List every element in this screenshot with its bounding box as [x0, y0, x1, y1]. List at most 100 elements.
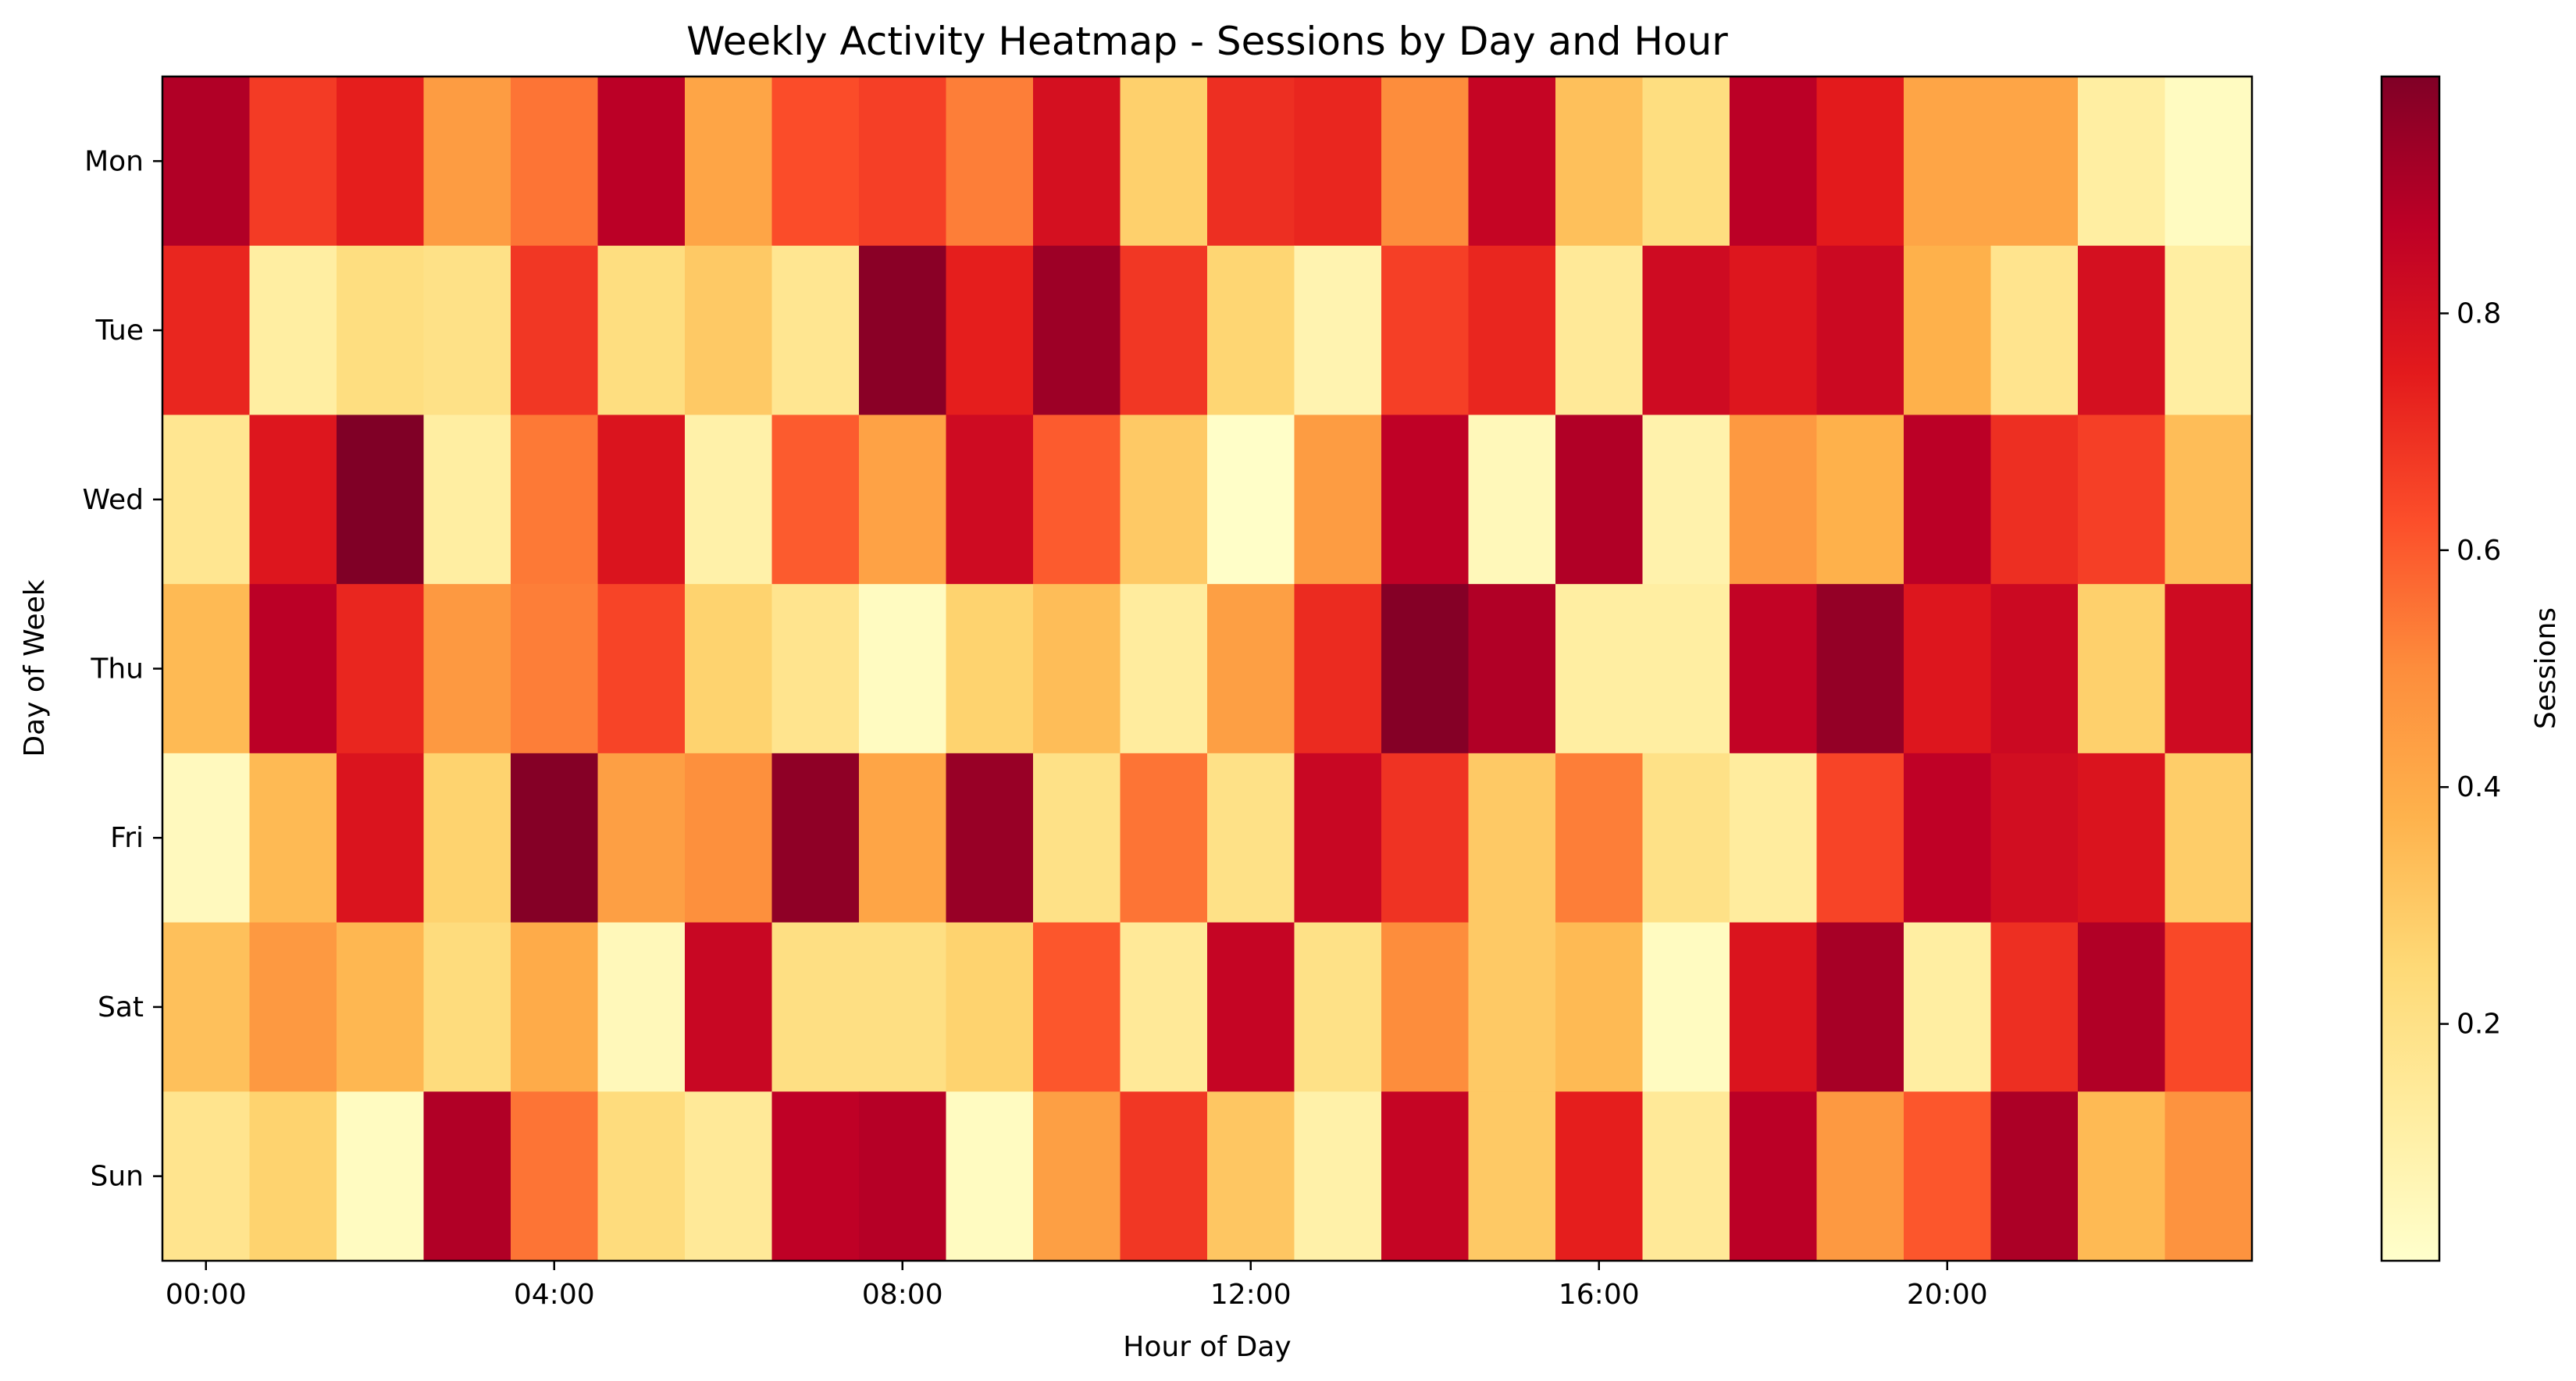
y-axis: Mon Tue Wed Thu Fri Sat Sun: [83, 145, 162, 1193]
heatmap-cell-tue-18: [1730, 245, 1818, 416]
heatmap-cell-mon-6: [685, 77, 773, 247]
heatmap-cell-sat-0: [162, 922, 251, 1092]
heatmap-cell-fri-8: [859, 753, 947, 924]
heatmap-cell-thu-14: [1381, 584, 1470, 754]
heatmap-cell-sun-18: [1730, 1091, 1818, 1262]
y-tick-label: Tue: [95, 315, 144, 347]
heatmap-cell-fri-10: [1033, 753, 1121, 924]
heatmap-cell-sun-12: [1207, 1091, 1295, 1262]
heatmap-cell-fri-2: [337, 753, 425, 924]
colorbar: 0.2 0.4 0.6 0.8 Sessions: [2380, 75, 2562, 1262]
heatmap-cell-fri-21: [1990, 753, 2079, 924]
heatmap-cell-wed-8: [859, 415, 947, 585]
heatmap-cell-fri-7: [771, 753, 860, 924]
heatmap-cell-wed-15: [1468, 415, 1556, 585]
y-tick-label: Sun: [91, 1161, 144, 1193]
x-tick-label: 08:00: [862, 1279, 943, 1311]
heatmap-cell-sat-1: [249, 922, 337, 1092]
heatmap-cell-sat-7: [771, 922, 860, 1092]
heatmap-cell-mon-22: [2078, 77, 2166, 247]
heatmap-cell-sun-1: [249, 1091, 337, 1262]
heatmap-cell-sat-5: [597, 922, 686, 1092]
y-tick-label: Thu: [90, 653, 144, 685]
heatmap-cell-tue-15: [1468, 245, 1556, 416]
x-tick-label: 20:00: [1907, 1279, 1988, 1311]
heatmap-cell-sun-2: [337, 1091, 425, 1262]
heatmap-cell-mon-2: [337, 77, 425, 247]
heatmap-cell-sun-3: [423, 1091, 511, 1262]
heatmap-cell-thu-16: [1555, 584, 1644, 754]
heatmap-cell-wed-19: [1816, 415, 1904, 585]
heatmap-cell-thu-4: [511, 584, 599, 754]
heatmap-cell-fri-14: [1381, 753, 1470, 924]
heatmap-cell-fri-4: [511, 753, 599, 924]
heatmap-cell-sat-8: [859, 922, 947, 1092]
heatmap-cell-sun-11: [1120, 1091, 1208, 1262]
heatmap-cell-sun-21: [1990, 1091, 2079, 1262]
heatmap-cell-sat-13: [1294, 922, 1382, 1092]
heatmap-cell-wed-3: [423, 415, 511, 585]
heatmap-cell-tue-20: [1904, 245, 1992, 416]
heatmap-cell-mon-15: [1468, 77, 1556, 247]
heatmap-cell-sat-19: [1816, 922, 1904, 1092]
y-tick-label: Mon: [84, 145, 144, 177]
heatmap-cells: [162, 77, 2253, 1262]
heatmap-cell-wed-7: [771, 415, 860, 585]
heatmap-cell-tue-17: [1642, 245, 1730, 416]
heatmap-cell-fri-18: [1730, 753, 1818, 924]
heatmap-cell-thu-10: [1033, 584, 1121, 754]
heatmap-cell-tue-14: [1381, 245, 1470, 416]
heatmap-cell-thu-6: [685, 584, 773, 754]
heatmap-cell-tue-19: [1816, 245, 1904, 416]
heatmap-cell-wed-22: [2078, 415, 2166, 585]
heatmap-cell-mon-13: [1294, 77, 1382, 247]
heatmap-cell-sun-8: [859, 1091, 947, 1262]
heatmap-cell-thu-21: [1990, 584, 2079, 754]
heatmap-cell-wed-18: [1730, 415, 1818, 585]
heatmap-cell-mon-12: [1207, 77, 1295, 247]
heatmap-cell-sat-23: [2164, 922, 2253, 1092]
heatmap-cell-tue-10: [1033, 245, 1121, 416]
heatmap-cell-tue-2: [337, 245, 425, 416]
heatmap-cell-thu-5: [597, 584, 686, 754]
heatmap-cell-sun-17: [1642, 1091, 1730, 1262]
heatmap-cell-mon-4: [511, 77, 599, 247]
heatmap-cell-wed-1: [249, 415, 337, 585]
heatmap-cell-sat-14: [1381, 922, 1470, 1092]
heatmap-cell-wed-14: [1381, 415, 1470, 585]
heatmap-cell-sat-12: [1207, 922, 1295, 1092]
heatmap-cell-wed-21: [1990, 415, 2079, 585]
heatmap-cell-sat-22: [2078, 922, 2166, 1092]
heatmap-cell-mon-23: [2164, 77, 2253, 247]
heatmap-cell-mon-21: [1990, 77, 2079, 247]
heatmap-cell-sat-21: [1990, 922, 2079, 1092]
heatmap-cell-fri-0: [162, 753, 251, 924]
heatmap-cell-thu-0: [162, 584, 251, 754]
heatmap-cell-fri-13: [1294, 753, 1382, 924]
heatmap-cell-mon-1: [249, 77, 337, 247]
heatmap-cell-tue-12: [1207, 245, 1295, 416]
heatmap-cell-wed-6: [685, 415, 773, 585]
heatmap-cell-mon-5: [597, 77, 686, 247]
heatmap-cell-wed-13: [1294, 415, 1382, 585]
heatmap-cell-sun-13: [1294, 1091, 1382, 1262]
heatmap-cell-sat-17: [1642, 922, 1730, 1092]
heatmap-cell-sun-14: [1381, 1091, 1470, 1262]
heatmap-cell-fri-5: [597, 753, 686, 924]
heatmap-cell-thu-9: [946, 584, 1034, 754]
heatmap-cell-wed-4: [511, 415, 599, 585]
x-tick-label: 16:00: [1559, 1279, 1640, 1311]
colorbar-tick-label: 0.2: [2457, 1009, 2501, 1041]
heatmap-cell-tue-21: [1990, 245, 2079, 416]
heatmap-cell-tue-0: [162, 245, 251, 416]
heatmap-cell-sun-6: [685, 1091, 773, 1262]
heatmap-cell-sun-20: [1904, 1091, 1992, 1262]
x-tick-label: 12:00: [1210, 1279, 1292, 1311]
heatmap-cell-sat-3: [423, 922, 511, 1092]
heatmap-cell-tue-8: [859, 245, 947, 416]
heatmap-cell-sun-10: [1033, 1091, 1121, 1262]
heatmap-cell-mon-16: [1555, 77, 1644, 247]
x-tick-label: 04:00: [514, 1279, 595, 1311]
heatmap-cell-thu-12: [1207, 584, 1295, 754]
